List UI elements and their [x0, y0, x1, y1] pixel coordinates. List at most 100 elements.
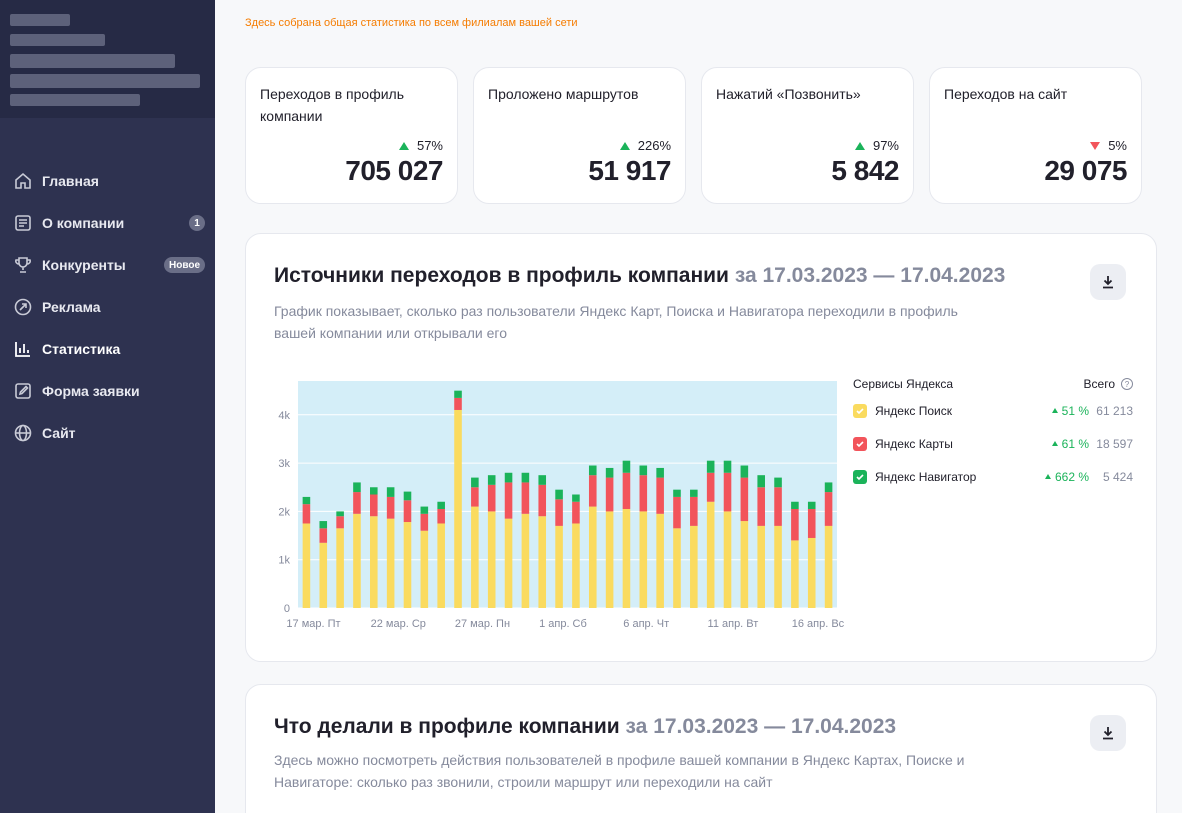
chart-legend: Сервисы Яндекса Всего? Яндекс Поиск 51 %… — [853, 374, 1133, 493]
bar-segment-maps — [824, 492, 833, 526]
y-tick-label: 2k — [278, 506, 290, 518]
panel-description: Здесь можно посмотреть действия пользова… — [274, 752, 965, 790]
bar-segment-search — [302, 523, 311, 608]
panel-title-text: Источники переходов в профиль компании — [274, 264, 729, 287]
bar-segment-search — [336, 528, 344, 608]
legend-header-label: Сервисы Яндекса — [853, 377, 954, 391]
sidebar-item-home[interactable]: Главная — [0, 160, 215, 202]
bar-segment-maps — [454, 397, 462, 410]
bar-segment-maps — [319, 528, 328, 543]
new-badge: Новое — [163, 257, 205, 273]
panel-date-range: за 17.03.2023 — 17.04.2023 — [734, 264, 1006, 287]
legend-item-navigator[interactable]: Яндекс Навигатор 662 % 5 424 — [853, 460, 1133, 493]
bar-segment-navigator — [420, 506, 429, 514]
bar-segment-search — [504, 518, 513, 608]
bar-segment-search — [639, 511, 648, 608]
sources-panel: Источники переходов в профиль компании з… — [245, 233, 1157, 662]
sidebar-item-about[interactable]: О компании 1 — [0, 202, 215, 244]
kpi-card-site-visits: Переходов на сайт 5% 29 075 — [929, 67, 1142, 204]
bar-segment-maps — [706, 472, 715, 502]
bar-segment-search — [420, 530, 429, 608]
bar-segment-search — [673, 528, 681, 608]
download-button[interactable] — [1090, 264, 1126, 300]
help-icon[interactable]: ? — [1121, 378, 1133, 390]
legend-item-name: Яндекс Навигатор — [875, 469, 977, 484]
bar-segment-navigator — [336, 511, 344, 517]
legend-item-pct-value: 61 % — [1061, 436, 1089, 451]
bar-segment-navigator — [437, 501, 445, 509]
bar-segment-navigator — [723, 460, 732, 473]
bar-segment-maps — [521, 482, 530, 514]
x-tick-label: 16 апр. Вс — [792, 618, 845, 630]
bar-segment-navigator — [673, 489, 681, 497]
bar-segment-search — [437, 523, 445, 608]
bar-segment-search — [824, 525, 833, 608]
bar-segment-navigator — [302, 496, 311, 505]
kpi-card-profile-visits: Переходов в профиль компании 57% 705 027 — [245, 67, 458, 204]
kpi-title: Переходов в профиль компании — [260, 86, 404, 124]
x-tick-label: 1 апр. Сб — [539, 618, 587, 630]
sidebar-item-ads[interactable]: Реклама — [0, 286, 215, 328]
checkbox-checked-icon[interactable] — [853, 469, 867, 484]
bar-segment-navigator — [487, 475, 496, 485]
bar-segment-navigator — [774, 477, 782, 488]
bar-segment-maps — [420, 513, 429, 531]
download-icon — [1103, 727, 1113, 740]
sidebar: Главная О компании 1 Конкуренты Новое Ре… — [0, 0, 215, 813]
trophy-icon — [12, 254, 34, 276]
edit-icon — [12, 380, 34, 402]
bar-segment-maps — [437, 508, 445, 524]
sidebar-item-label: Реклама — [42, 299, 101, 315]
legend-total: Всего? — [1084, 377, 1133, 391]
legend-item-pct: 61 % — [1051, 436, 1089, 451]
sidebar-item-statistics[interactable]: Статистика — [0, 328, 215, 370]
notice-text: Здесь собрана общая статистика по всем ф… — [245, 17, 578, 29]
bar-segment-navigator — [538, 475, 547, 485]
bar-segment-maps — [673, 496, 681, 529]
bar-segment-search — [538, 516, 547, 608]
sidebar-item-site[interactable]: Сайт — [0, 412, 215, 454]
checkbox-checked-icon[interactable] — [853, 436, 867, 451]
bar-segment-navigator — [706, 460, 715, 473]
bar-segment-maps — [504, 482, 513, 519]
account-header-blurred[interactable] — [0, 0, 215, 118]
bar-segment-maps — [690, 496, 698, 526]
legend-item-maps[interactable]: Яндекс Карты 61 % 18 597 — [853, 427, 1133, 460]
main-content: Здесь собрана общая статистика по всем ф… — [215, 0, 1182, 813]
bar-segment-search — [757, 525, 765, 608]
legend-total-label: Всего — [1083, 377, 1115, 391]
bar-segment-navigator — [386, 487, 395, 497]
kpi-title: Проложено маршрутов — [488, 86, 639, 102]
kpi-value: 51 917 — [588, 155, 671, 186]
legend-item-search[interactable]: Яндекс Поиск 51 % 61 213 — [853, 394, 1133, 427]
x-tick-label: 27 мар. Пн — [455, 618, 510, 630]
bar-segment-maps — [757, 487, 765, 526]
bar-segment-maps — [487, 484, 496, 512]
arrow-up-icon — [854, 141, 865, 150]
bar-segment-navigator — [740, 465, 749, 478]
sidebar-nav: Главная О компании 1 Конкуренты Новое Ре… — [0, 118, 215, 454]
bar-segment-navigator — [622, 460, 631, 473]
sidebar-item-label: Главная — [42, 173, 99, 189]
download-icon — [1103, 276, 1113, 289]
bar-segment-search — [572, 523, 580, 608]
kpi-delta: 5% — [1090, 138, 1127, 153]
bar-segment-search — [690, 525, 698, 608]
legend-item-pct: 662 % — [1044, 470, 1089, 484]
y-tick-label: 3k — [278, 458, 290, 470]
bar-segment-search — [319, 542, 328, 608]
bar-segment-navigator — [471, 477, 479, 488]
y-tick-label: 1k — [278, 555, 290, 567]
kpi-delta-value: 57% — [416, 138, 443, 153]
bar-segment-maps — [588, 475, 597, 507]
arrow-down-icon — [1090, 141, 1101, 150]
legend-item-value: 61 213 — [1096, 403, 1133, 418]
checkbox-checked-icon[interactable] — [853, 403, 867, 418]
sidebar-item-competitors[interactable]: Конкуренты Новое — [0, 244, 215, 286]
x-tick-label: 22 мар. Ср — [371, 618, 426, 630]
download-button[interactable] — [1090, 715, 1126, 751]
legend-header: Сервисы Яндекса Всего? — [853, 374, 1133, 394]
bar-segment-search — [588, 506, 597, 608]
sidebar-item-request-form[interactable]: Форма заявки — [0, 370, 215, 412]
legend-item-value: 5 424 — [1102, 469, 1133, 484]
